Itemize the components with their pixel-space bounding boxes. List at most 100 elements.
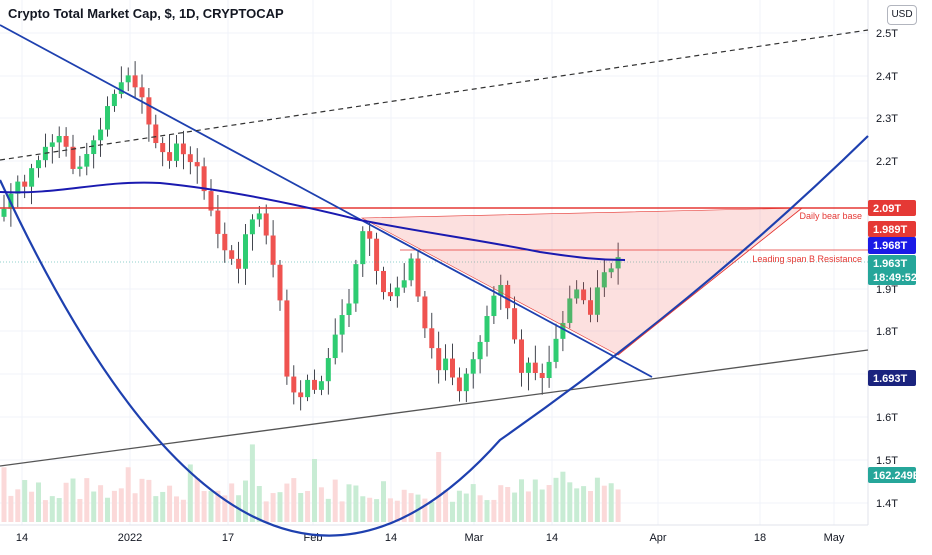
volume-bar xyxy=(532,479,538,522)
candle-body xyxy=(574,289,580,299)
volume-bar xyxy=(436,452,442,522)
candle-body xyxy=(601,272,607,288)
volume-bar xyxy=(574,488,580,522)
candle-body xyxy=(346,303,352,316)
volume-bar xyxy=(346,484,352,522)
candle-body xyxy=(236,258,242,269)
candle-body xyxy=(36,160,41,169)
volume-bar xyxy=(8,495,14,522)
volume-bar xyxy=(98,485,104,522)
candle-body xyxy=(187,154,193,163)
resistance-zone xyxy=(360,207,803,356)
volume-bar xyxy=(594,477,600,522)
upper-channel-line xyxy=(0,29,869,161)
x-tick-label: Apr xyxy=(649,532,666,544)
candle-body xyxy=(429,328,435,349)
y-tick-label: 2.4T xyxy=(876,71,898,83)
candle-body xyxy=(443,358,449,371)
volume-bar xyxy=(318,487,324,522)
volume-bar xyxy=(36,482,41,522)
y-tick-label: 1.5T xyxy=(876,455,898,467)
volume-bar xyxy=(429,501,435,522)
moving-average-line xyxy=(0,181,626,261)
volume-bar xyxy=(505,486,511,522)
volume-bar xyxy=(249,444,255,522)
volume-bar xyxy=(194,478,200,522)
volume-bar xyxy=(77,498,83,522)
volume-bar xyxy=(91,491,97,522)
volume-bar xyxy=(49,496,55,522)
candle-body xyxy=(539,372,545,379)
volume-bar xyxy=(263,501,269,522)
candle-body xyxy=(125,75,131,83)
support-price-box xyxy=(868,370,916,386)
volume-bar xyxy=(360,496,366,522)
volume-bar xyxy=(601,485,607,522)
volume-price-label: 162.249B xyxy=(873,470,921,482)
candle-body xyxy=(98,129,104,141)
volume-bar xyxy=(298,493,304,522)
volume-bar xyxy=(539,489,545,522)
rising-edge-line xyxy=(617,207,803,356)
volume-bar xyxy=(588,490,593,522)
candle-body xyxy=(111,93,117,107)
volume-bar xyxy=(291,478,297,522)
volume-bar xyxy=(312,458,317,522)
volume-bar xyxy=(215,490,221,522)
resistance-annotation: Leading span B Resistance xyxy=(752,254,862,264)
candle-body xyxy=(422,296,428,329)
candle-body xyxy=(318,381,324,390)
candle-body xyxy=(298,392,304,398)
volume-bar xyxy=(408,493,414,522)
candle-body xyxy=(394,287,400,297)
chart-title: Crypto Total Market Cap, $, 1D, CRYPTOCA… xyxy=(8,6,284,21)
volume-bar xyxy=(615,489,621,522)
candle-body xyxy=(249,219,255,235)
volume-bar xyxy=(118,488,124,522)
candle-body xyxy=(201,166,207,192)
candle-body xyxy=(581,289,587,301)
y-tick-label: 2.2T xyxy=(876,156,898,168)
volume-bar xyxy=(15,489,21,522)
volume-price-box xyxy=(868,467,916,483)
volume-bar xyxy=(132,493,138,522)
support-line xyxy=(0,349,869,467)
y-tick-label: 1.8T xyxy=(876,326,898,338)
volume-bar xyxy=(463,493,469,522)
volume-bar xyxy=(339,501,345,522)
volume-bar xyxy=(519,479,524,522)
candle-body xyxy=(325,358,331,382)
x-tick-label: 17 xyxy=(222,532,234,544)
candle-body xyxy=(546,361,552,379)
volume-bar xyxy=(70,478,76,522)
resistance-price-label: 1.989T xyxy=(873,224,908,236)
volume-bar xyxy=(1,467,7,522)
last-price-box xyxy=(868,255,916,285)
candle-body xyxy=(243,234,248,269)
candle-body xyxy=(567,298,573,323)
volume-bar xyxy=(498,485,504,522)
candle-body xyxy=(208,191,214,211)
candle-body xyxy=(70,146,76,169)
ma-price-label: 1.968T xyxy=(873,240,908,252)
candle-body xyxy=(532,362,538,373)
candle-body xyxy=(525,362,531,373)
candle-body xyxy=(553,338,559,362)
candle-body xyxy=(594,287,600,315)
candle-body xyxy=(49,142,55,147)
candle-body xyxy=(360,231,366,265)
candle-body xyxy=(560,322,566,339)
candle-body xyxy=(284,300,290,377)
candle-body xyxy=(194,162,200,167)
candle-body xyxy=(456,377,462,392)
cup-curve xyxy=(0,135,869,537)
x-tick-label: 18 xyxy=(754,532,766,544)
volume-bar xyxy=(256,485,262,522)
volume-bar xyxy=(56,498,62,522)
volume-bar xyxy=(243,480,248,522)
downtrend-line xyxy=(0,24,653,378)
currency-button[interactable]: USD xyxy=(887,5,917,25)
y-tick-label: 2.3T xyxy=(876,113,898,125)
